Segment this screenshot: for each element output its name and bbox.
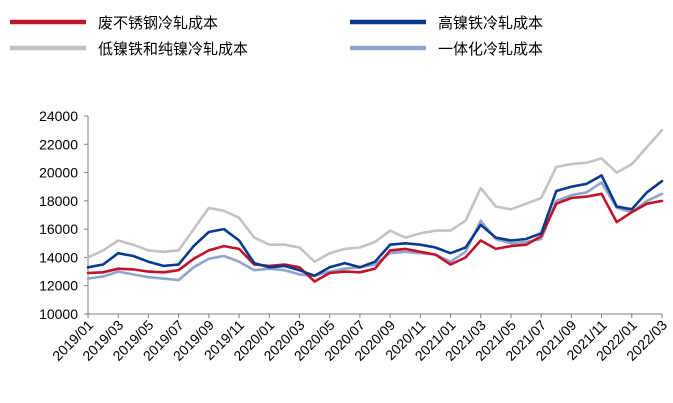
legend-label: 高镍铁冷轧成本	[438, 14, 543, 32]
legend-label: 一体化冷轧成本	[438, 40, 543, 58]
y-axis: 10000 12000 14000 16000 18000 20000 22000 24000	[39, 108, 89, 322]
series-line-2	[86, 174, 664, 278]
y-tick-label: 10000	[39, 306, 78, 322]
plot-area	[86, 128, 664, 283]
y-tick-label: 24000	[39, 108, 78, 124]
series-line-3	[86, 128, 664, 264]
series-line-4	[86, 181, 664, 282]
y-tick-label: 18000	[39, 193, 78, 209]
x-axis: 2019/012019/032019/052019/072019/092019/…	[49, 313, 670, 364]
series-line-1	[86, 192, 664, 283]
y-tick-label: 16000	[39, 221, 78, 237]
legend-label: 低镍铁和纯镍冷轧成本	[98, 40, 248, 58]
y-tick-label: 22000	[39, 136, 78, 152]
y-tick-label: 12000	[39, 278, 78, 294]
y-tick-label: 14000	[39, 249, 78, 265]
legend-label: 废不锈钢冷轧成本	[98, 14, 218, 32]
y-tick-label: 20000	[39, 165, 78, 181]
